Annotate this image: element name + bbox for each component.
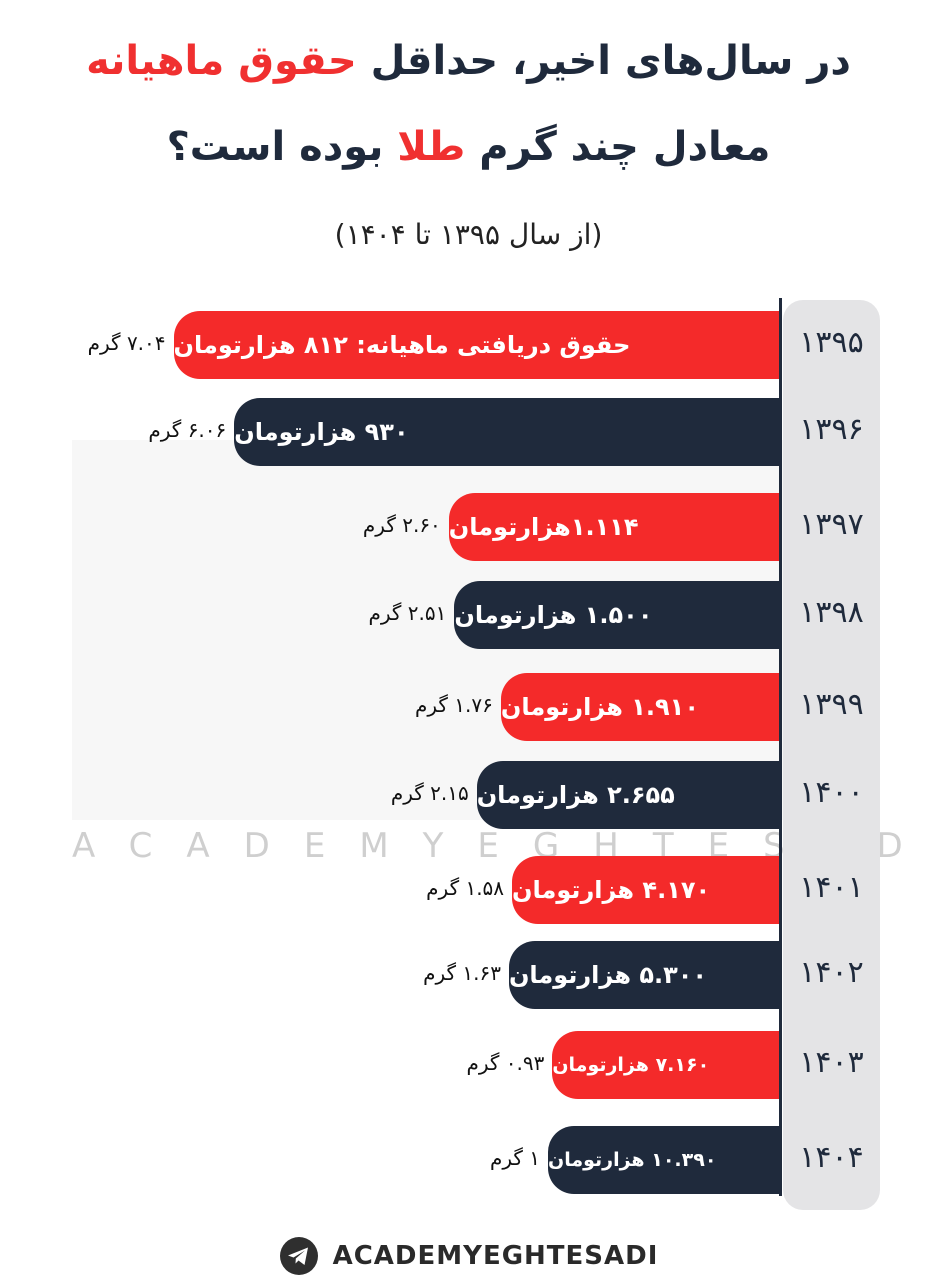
bar-8: ۷.۱۶۰ هزارتومان: [552, 1031, 780, 1099]
bar-1: ۹۳۰ هزارتومان: [234, 398, 780, 466]
title-highlight: طلا: [397, 124, 466, 170]
title-line-1: در سال‌های اخیر، حداقل حقوق ماهیانه: [0, 38, 937, 84]
year-label: ۱۴۰۴: [799, 1140, 864, 1175]
bar-label: ۷.۱۶۰ هزارتومان: [552, 1054, 710, 1076]
title-text: در سال‌های اخیر، حداقل: [356, 38, 851, 84]
bar-label: ۱.۹۱۰ هزارتومان: [500, 693, 699, 721]
gram-label: ۷.۰۴ گرم: [87, 331, 166, 355]
bar-label: ۲.۶۵۵ هزارتومان: [476, 781, 675, 809]
bar-label: ۹۳۰ هزارتومان: [234, 418, 409, 446]
year-label: ۱۳۹۹: [799, 687, 864, 722]
bar-2: ۱.۱۱۴هزارتومان: [448, 493, 780, 561]
axis-line: [779, 298, 782, 1196]
bar-9: ۱۰.۳۹۰ هزارتومان: [548, 1126, 780, 1194]
bar-0: حقوق دریافتی ماهیانه: ۸۱۲ هزارتومان: [173, 311, 780, 379]
gram-label: ۱.۷۶ گرم: [415, 693, 493, 717]
bar-4: ۱.۹۱۰ هزارتومان: [500, 673, 780, 741]
bar-label: حقوق دریافتی ماهیانه: ۸۱۲ هزارتومان: [173, 331, 631, 359]
year-label: ۱۳۹۶: [799, 412, 864, 447]
year-label: ۱۴۰۳: [799, 1045, 864, 1080]
gram-label: ۲.۱۵ گرم: [390, 781, 469, 805]
title-line-2: معادل چند گرم طلا بوده است؟: [0, 124, 937, 170]
year-label: ۱۳۹۸: [799, 595, 864, 630]
gram-label: ۱.۵۸ گرم: [426, 876, 505, 900]
footer-handle: ACADEMYEGHTESADI: [332, 1241, 659, 1271]
year-label: ۱۳۹۵: [799, 325, 864, 360]
year-label: ۱۴۰۱: [799, 870, 864, 905]
bar-label: ۵.۳۰۰ هزارتومان: [508, 961, 708, 989]
bar-7: ۵.۳۰۰ هزارتومان: [508, 941, 780, 1009]
year-column: [783, 300, 880, 1210]
bar-3: ۱.۵۰۰ هزارتومان: [454, 581, 780, 649]
gram-label: ۱.۶۳ گرم: [423, 961, 501, 985]
year-label: ۱۴۰۲: [799, 955, 864, 990]
gram-label: ۱ گرم: [489, 1146, 540, 1170]
title-text: معادل چند گرم: [465, 124, 771, 170]
bar-5: ۲.۶۵۵ هزارتومان: [476, 761, 780, 829]
bar-label: ۱۰.۳۹۰ هزارتومان: [548, 1149, 717, 1171]
footer: ACADEMYEGHTESADI: [0, 1236, 937, 1276]
subtitle: (از سال ۱۳۹۵ تا ۱۴۰۴): [334, 218, 603, 251]
gram-label: ۶.۰۶ گرم: [148, 418, 227, 442]
gram-label: ۲.۵۱ گرم: [368, 601, 447, 625]
year-label: ۱۳۹۷: [799, 507, 864, 542]
bar-label: ۴.۱۷۰ هزارتومان: [512, 876, 711, 904]
telegram-icon: [279, 1237, 318, 1275]
gram-label: ۲.۶۰ گرم: [362, 513, 441, 537]
gram-label: ۰.۹۳ گرم: [466, 1051, 545, 1075]
title-highlight: حقوق ماهیانه: [86, 38, 357, 84]
bar-label: ۱.۱۱۴هزارتومان: [448, 513, 639, 541]
title-text: بوده است؟: [166, 124, 398, 170]
bar-label: ۱.۵۰۰ هزارتومان: [454, 601, 653, 629]
bar-6: ۴.۱۷۰ هزارتومان: [512, 856, 780, 924]
year-label: ۱۴۰۰: [799, 775, 864, 810]
